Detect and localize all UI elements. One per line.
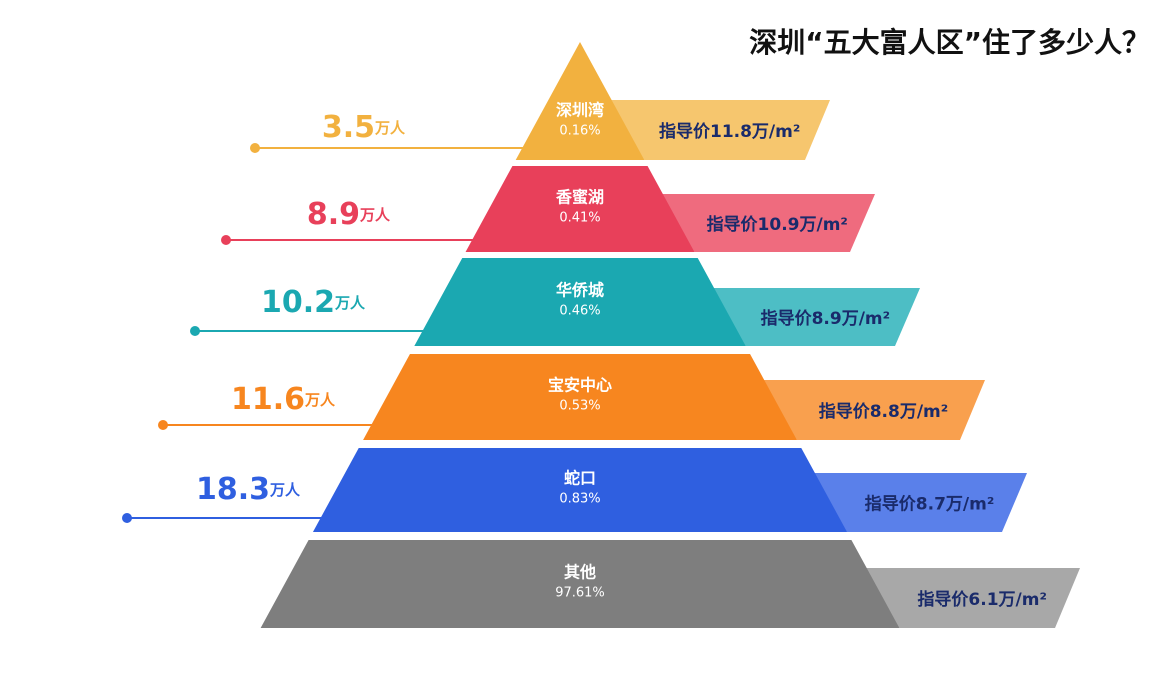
price-label: 指导价8.9万/m²: [761, 308, 890, 329]
population-value: 10.2: [261, 285, 335, 320]
population-value: 8.9: [307, 197, 360, 232]
tier-share: 0.46%: [559, 304, 600, 319]
tier-share: 0.16%: [559, 124, 600, 139]
population-unit: 万人: [374, 119, 406, 137]
leader-dot: [250, 143, 260, 153]
population-value: 11.6: [231, 382, 305, 417]
price-label: 指导价10.9万/m²: [707, 214, 848, 235]
leader-dot: [190, 326, 200, 336]
population-value: 18.3: [196, 472, 270, 507]
price-banner: [637, 194, 875, 252]
population-unit: 万人: [334, 294, 366, 312]
leader-dot: [158, 420, 168, 430]
population-unit: 万人: [269, 481, 301, 499]
price-banner: [586, 100, 830, 160]
tier-name: 宝安中心: [548, 376, 612, 395]
leader-dot: [221, 235, 231, 245]
population: 8.9万人: [307, 197, 391, 232]
population-unit: 万人: [359, 206, 391, 224]
tier-name: 香蜜湖: [555, 188, 604, 207]
population: 3.5万人: [322, 110, 406, 145]
price-label: 指导价8.7万/m²: [865, 494, 994, 515]
tier-name: 深圳湾: [556, 101, 604, 120]
price-banner: [739, 380, 985, 440]
population: 18.3万人: [196, 472, 301, 507]
price-label: 指导价11.8万/m²: [659, 121, 800, 142]
pyramid-tier: [312, 448, 848, 532]
price-banner: [789, 473, 1027, 532]
population-value: 3.5: [322, 110, 375, 145]
leader-dot: [122, 513, 132, 523]
tier-name: 华侨城: [556, 281, 604, 300]
price-banner: [689, 288, 920, 346]
tier-name: 其他: [564, 563, 596, 582]
price-label: 指导价6.1万/m²: [917, 589, 1046, 610]
tier-share: 97.61%: [555, 586, 605, 601]
tier-share: 0.83%: [559, 492, 600, 507]
pyramid-tier: [260, 540, 900, 628]
price-banner: [841, 568, 1080, 628]
tier-share: 0.53%: [559, 399, 600, 414]
pyramid-tier: [465, 166, 695, 252]
population: 10.2万人: [261, 285, 366, 320]
tier-name: 蛇口: [564, 469, 596, 488]
population-unit: 万人: [304, 391, 336, 409]
pyramid-tier: [414, 258, 746, 346]
tier-share: 0.41%: [559, 211, 600, 226]
pyramid-tier: [515, 42, 645, 160]
title: 深圳“五大富人区”住了多少人？: [749, 26, 1150, 59]
price-label: 指导价8.8万/m²: [819, 401, 948, 422]
population: 11.6万人: [231, 382, 336, 417]
pyramid-tier: [363, 354, 797, 440]
